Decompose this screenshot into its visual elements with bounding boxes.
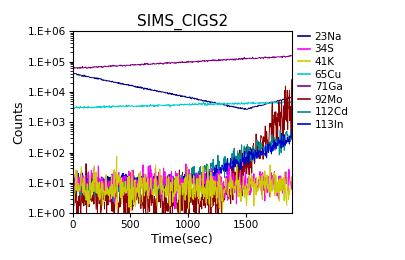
113In	[289, 129, 294, 132]
34S	[202, 167, 207, 171]
Line: 65Cu: 65Cu	[73, 101, 292, 109]
65Cu	[289, 100, 294, 103]
92Mo	[189, 188, 194, 191]
113In	[198, 188, 203, 191]
65Cu	[201, 101, 206, 104]
92Mo	[75, 212, 79, 215]
34S	[173, 207, 177, 210]
41K	[175, 177, 180, 180]
65Cu	[250, 102, 255, 105]
113In	[284, 141, 289, 144]
23Na	[70, 72, 75, 75]
Line: 41K: 41K	[73, 157, 292, 213]
92Mo	[70, 200, 75, 203]
113In	[250, 157, 255, 160]
71Ga	[201, 60, 206, 63]
112Cd	[278, 128, 283, 132]
112Cd	[176, 172, 181, 176]
Legend: 23Na, 34S, 41K, 65Cu, 71Ga, 92Mo, 112Cd, 113In: 23Na, 34S, 41K, 65Cu, 71Ga, 92Mo, 112Cd,…	[294, 28, 353, 134]
71Ga	[176, 61, 181, 64]
23Na	[200, 100, 205, 103]
113In	[174, 177, 179, 180]
112Cd	[189, 166, 194, 170]
92Mo	[284, 120, 289, 123]
34S	[285, 176, 290, 179]
Line: 34S: 34S	[73, 164, 292, 209]
23Na	[176, 94, 181, 97]
Line: 113In: 113In	[73, 131, 292, 190]
41K	[70, 194, 75, 197]
Line: 112Cd: 112Cd	[73, 130, 292, 202]
65Cu	[189, 103, 194, 107]
34S	[175, 172, 180, 176]
23Na	[245, 108, 249, 111]
23Na	[284, 98, 289, 101]
113In	[189, 178, 194, 181]
113In	[176, 181, 181, 184]
Line: 92Mo: 92Mo	[73, 80, 292, 213]
112Cd	[250, 147, 255, 151]
92Mo	[250, 158, 255, 161]
23Na	[250, 105, 255, 108]
65Cu	[175, 104, 180, 107]
41K	[114, 155, 119, 158]
71Ga	[175, 61, 180, 64]
X-axis label: Time(sec): Time(sec)	[151, 233, 213, 246]
34S	[176, 185, 181, 188]
34S	[190, 177, 194, 180]
41K	[177, 212, 182, 215]
112Cd	[289, 131, 294, 134]
65Cu	[284, 102, 289, 105]
Line: 71Ga: 71Ga	[73, 55, 292, 69]
34S	[183, 162, 188, 165]
92Mo	[289, 78, 294, 81]
Title: SIMS_CIGS2: SIMS_CIGS2	[136, 14, 228, 30]
92Mo	[175, 207, 180, 211]
34S	[251, 180, 256, 183]
113In	[70, 182, 75, 185]
112Cd	[285, 134, 290, 137]
71Ga	[288, 54, 293, 57]
41K	[289, 178, 294, 181]
71Ga	[289, 54, 294, 57]
92Mo	[201, 190, 206, 193]
112Cd	[175, 182, 180, 185]
65Cu	[72, 107, 77, 110]
Line: 23Na: 23Na	[73, 74, 292, 109]
41K	[190, 196, 194, 199]
71Ga	[284, 55, 289, 58]
23Na	[174, 94, 179, 97]
65Cu	[70, 107, 75, 110]
41K	[251, 185, 256, 188]
113In	[201, 177, 206, 180]
92Mo	[176, 199, 181, 202]
112Cd	[70, 187, 75, 190]
41K	[202, 185, 207, 188]
41K	[285, 177, 290, 180]
112Cd	[201, 173, 206, 177]
71Ga	[189, 60, 194, 63]
71Ga	[77, 67, 82, 70]
65Cu	[176, 103, 181, 107]
34S	[289, 188, 294, 191]
34S	[70, 178, 75, 181]
Y-axis label: Counts: Counts	[12, 100, 25, 144]
41K	[176, 172, 181, 175]
71Ga	[70, 67, 75, 70]
112Cd	[111, 200, 116, 203]
23Na	[289, 95, 294, 98]
71Ga	[250, 56, 255, 59]
23Na	[189, 97, 194, 100]
